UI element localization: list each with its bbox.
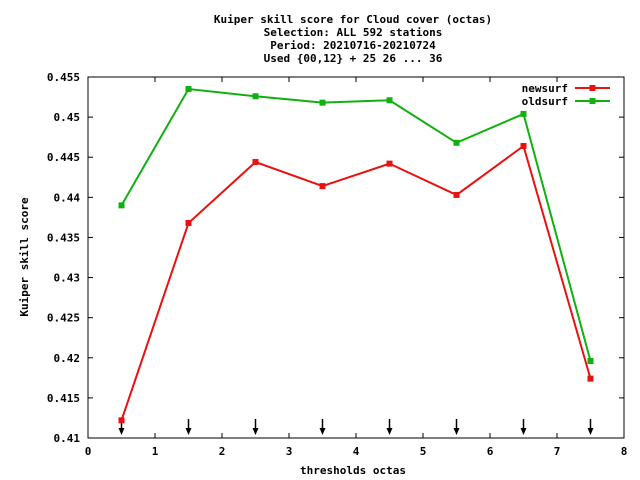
x-tick-label: 1 xyxy=(152,445,159,458)
data-point-oldsurf xyxy=(520,110,527,117)
data-point-oldsurf xyxy=(386,97,393,104)
y-tick-label: 0.45 xyxy=(54,111,81,124)
threshold-arrow-head xyxy=(587,428,594,435)
data-point-oldsurf xyxy=(453,139,460,146)
x-tick-label: 2 xyxy=(219,445,226,458)
data-point-newsurf xyxy=(185,220,192,227)
legend-label-newsurf: newsurf xyxy=(522,82,568,95)
y-axis-label: Kuiper skill score xyxy=(18,197,31,317)
x-tick-label: 0 xyxy=(85,445,92,458)
plot-frame xyxy=(87,76,625,439)
x-tick-label: 6 xyxy=(487,445,494,458)
title-line-2: Selection: ALL 592 stations xyxy=(264,26,443,39)
threshold-arrow-head xyxy=(453,428,460,435)
y-tick-label: 0.455 xyxy=(47,71,80,84)
y-tick-label: 0.445 xyxy=(47,151,80,164)
title-line-1: Kuiper skill score for Cloud cover (octa… xyxy=(214,13,492,26)
y-tick-label: 0.415 xyxy=(47,392,80,405)
data-point-newsurf xyxy=(319,183,326,190)
x-tick-label: 7 xyxy=(554,445,561,458)
chart-title: Kuiper skill score for Cloud cover (octa… xyxy=(214,13,492,65)
legend-marker-newsurf xyxy=(589,85,596,91)
title-line-3: Period: 20210716-20210724 xyxy=(270,39,436,52)
axis-ticks: 0 1 2 3 4 5 6 7 8 0.41 0.415 0.42 0.425 0.43 0.435 0.44… xyxy=(47,71,627,458)
legend-marker-oldsurf xyxy=(589,98,596,104)
x-axis-label: thresholds octas xyxy=(300,464,406,477)
data-point-oldsurf xyxy=(252,93,259,100)
y-tick-label: 0.41 xyxy=(54,432,81,445)
x-tick-label: 8 xyxy=(621,445,628,458)
threshold-arrow-head xyxy=(252,428,259,435)
data-point-newsurf xyxy=(520,142,527,149)
series-lines xyxy=(118,86,594,424)
y-tick-label: 0.44 xyxy=(54,191,81,204)
data-point-oldsurf xyxy=(587,357,594,364)
title-line-4: Used {00,12} + 25 26 ... 36 xyxy=(264,52,443,65)
threshold-arrows xyxy=(118,419,594,435)
threshold-arrow-head xyxy=(118,428,125,435)
y-tick-label: 0.42 xyxy=(54,352,81,365)
threshold-arrow-head xyxy=(386,428,393,435)
x-tick-label: 4 xyxy=(353,445,360,458)
data-point-newsurf xyxy=(587,375,594,382)
x-tick-label: 3 xyxy=(286,445,293,458)
data-point-newsurf xyxy=(252,159,259,166)
series-line-newsurf xyxy=(120,144,592,421)
data-point-oldsurf xyxy=(319,99,326,106)
data-point-oldsurf xyxy=(185,86,192,93)
data-point-oldsurf xyxy=(118,202,125,209)
threshold-arrow-head xyxy=(319,428,326,435)
y-tick-label: 0.43 xyxy=(54,272,81,285)
y-tick-label: 0.425 xyxy=(47,312,80,325)
data-point-newsurf xyxy=(453,191,460,198)
threshold-arrow-head xyxy=(185,428,192,435)
data-point-newsurf xyxy=(386,160,393,167)
y-tick-label: 0.435 xyxy=(47,231,80,244)
x-tick-label: 5 xyxy=(420,445,427,458)
threshold-arrow-head xyxy=(520,428,527,435)
series-line-oldsurf xyxy=(120,87,592,362)
legend-label-oldsurf: oldsurf xyxy=(522,95,568,108)
data-point-newsurf xyxy=(118,417,125,424)
